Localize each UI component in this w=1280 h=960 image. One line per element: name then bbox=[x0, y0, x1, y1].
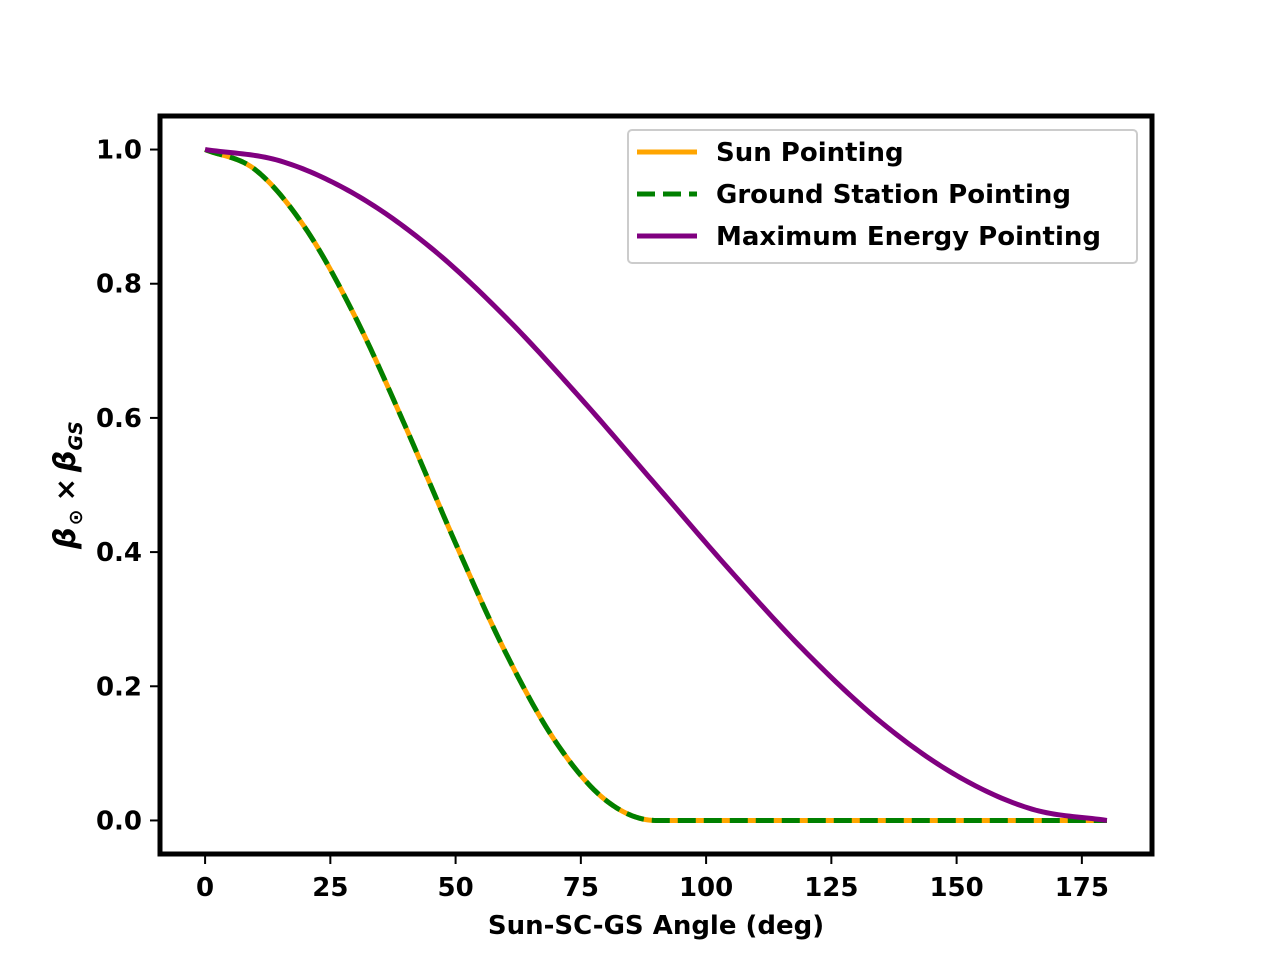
x-tick-label: 75 bbox=[563, 873, 599, 903]
y-tick-label: 0.8 bbox=[96, 270, 142, 300]
x-tick-label: 0 bbox=[196, 873, 214, 903]
x-tick-label: 125 bbox=[804, 873, 858, 903]
y-label-times: × bbox=[49, 478, 82, 501]
x-tick-label: 150 bbox=[929, 873, 983, 903]
y-label-sun-subscript: ⊙ bbox=[65, 509, 87, 525]
y-axis: 0.0 0.2 0.4 0.6 0.8 1.0 bbox=[96, 136, 160, 836]
y-tick-label: 0.6 bbox=[96, 404, 142, 434]
y-tick-label: 1.0 bbox=[96, 136, 142, 166]
x-tick-label: 50 bbox=[438, 873, 474, 903]
y-tick-label: 0.4 bbox=[96, 538, 142, 568]
x-axis-label: Sun-SC-GS Angle (deg) bbox=[488, 911, 824, 941]
series-layer bbox=[204, 147, 1108, 823]
legend-box bbox=[627, 129, 1138, 264]
legend-label-ground-station-pointing: Ground Station Pointing bbox=[716, 180, 1071, 210]
plot-area-frame bbox=[157, 113, 1155, 857]
y-label-gs-subscript: GS bbox=[65, 421, 87, 450]
y-tick-label: 0.2 bbox=[96, 672, 142, 702]
x-tick-label: 25 bbox=[312, 873, 348, 903]
legend: Sun Pointing Ground Station Pointing Max… bbox=[627, 129, 1138, 264]
y-tick-label: 0.0 bbox=[96, 806, 142, 836]
y-axis-label: β⊙×βGS bbox=[48, 421, 87, 550]
x-tick-label: 175 bbox=[1055, 873, 1109, 903]
x-axis: 0 25 50 75 100 125 150 175 bbox=[196, 854, 1109, 903]
legend-label-maximum-energy-pointing: Maximum Energy Pointing bbox=[716, 222, 1101, 252]
y-label-beta-2: β bbox=[48, 450, 83, 472]
series-line-maximum-energy-pointing bbox=[204, 147, 1108, 823]
legend-label-sun-pointing: Sun Pointing bbox=[716, 138, 904, 168]
series-line-ground-station-pointing bbox=[204, 147, 1107, 823]
y-label-beta: β bbox=[48, 527, 83, 549]
x-tick-label: 100 bbox=[679, 873, 733, 903]
